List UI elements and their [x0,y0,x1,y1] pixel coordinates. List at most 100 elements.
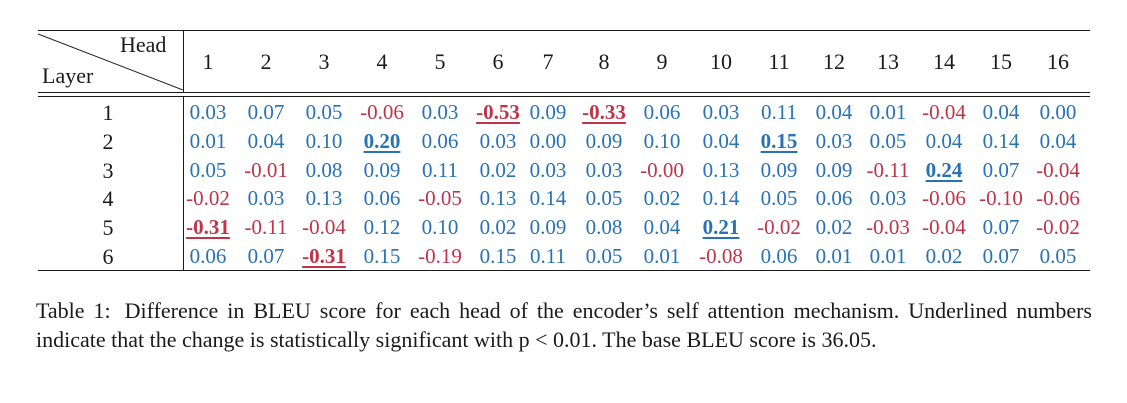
table-cell: 0.03 [815,129,853,153]
head-number-12: 12 [823,49,845,74]
table-cell: 0.00 [1039,100,1077,124]
table-cell: 0.06 [760,244,798,268]
caption-label: Table 1: [36,298,111,323]
head-number-16: 16 [1047,49,1069,74]
table-cell: 0.02 [815,215,853,239]
table-cell: 0.06 [643,100,681,124]
corner-layer-label: Layer [42,63,94,88]
table-cell: 0.01 [815,244,853,268]
table-cell: 0.24 [925,158,963,182]
table-cell: 0.03 [189,100,227,124]
table-cell: 0.10 [421,215,459,239]
table-cell: 0.08 [585,215,623,239]
table-cell: 0.04 [1039,129,1077,153]
table-cell: 0.09 [815,158,853,182]
table-cell: 0.02 [479,215,517,239]
table-cell: 0.06 [815,186,853,210]
table-cell: 0.01 [869,100,907,124]
table-cell: 0.05 [760,186,798,210]
head-number-8: 8 [598,49,610,74]
table-cell: -0.04 [1036,158,1080,182]
table-cell: 0.01 [869,244,907,268]
table-cell: 0.07 [982,244,1020,268]
head-number-15: 15 [990,49,1012,74]
table-cell: 0.06 [189,244,227,268]
bottom-rule [38,270,1090,271]
table-cell: 0.03 [869,186,907,210]
table-cell: 0.09 [760,158,798,182]
head-number-5: 5 [434,49,446,74]
table-cell: -0.31 [186,215,230,239]
table-cell: 0.05 [305,100,343,124]
table-cell: -0.03 [866,215,910,239]
table-cell: 0.02 [479,158,517,182]
layer-number-6: 6 [102,244,114,269]
table-cell: 0.11 [761,100,797,124]
table-cell: -0.04 [922,215,966,239]
table-cell: -0.10 [979,186,1023,210]
table-cell: 0.05 [1039,244,1077,268]
head-number-4: 4 [376,49,388,74]
table-cell: 0.03 [702,100,740,124]
head-number-7: 7 [542,49,554,74]
table-cell: -0.04 [302,215,346,239]
table-cell: 0.07 [247,244,285,268]
head-number-13: 13 [877,49,899,74]
table-cell: 0.04 [815,100,853,124]
table-cell: 0.14 [982,129,1020,153]
table-cell: -0.05 [418,186,462,210]
table-cell: -0.33 [582,100,626,124]
table-cell: 0.07 [982,158,1020,182]
table-cell: 0.04 [702,129,740,153]
table-cell: -0.02 [1036,215,1080,239]
table-cell: 0.15 [479,244,517,268]
layer-number-2: 2 [102,129,114,154]
table-cell: 0.21 [702,215,740,239]
table-cell: 0.12 [363,215,401,239]
table-cell: -0.04 [922,100,966,124]
table-cell: 0.20 [363,129,401,153]
table-corner-header: Head Layer [38,30,183,90]
table-cell: 0.05 [585,244,623,268]
table-cell: -0.06 [360,100,404,124]
table-cell: 0.14 [529,186,567,210]
table-cell: 0.09 [529,100,567,124]
header-separator [183,30,184,92]
table-cell: -0.11 [866,158,910,182]
table-cell: 0.01 [189,129,227,153]
table-cell: -0.06 [1036,186,1080,210]
table-cell: 0.15 [760,129,798,153]
caption-text: Difference in BLEU score for each head o… [36,298,1092,352]
corner-diagonal [38,33,183,90]
table-cell: 0.11 [530,244,566,268]
table-cell: 0.13 [702,158,740,182]
table-cell: 0.00 [529,129,567,153]
header-rule-1 [38,92,1090,93]
table-cell: -0.11 [244,215,288,239]
table-cell: 0.15 [363,244,401,268]
layer-number-4: 4 [102,186,114,211]
table-cell: 0.09 [529,215,567,239]
table-cell: -0.00 [640,158,684,182]
table-cell: 0.07 [247,100,285,124]
table-cell: 0.06 [363,186,401,210]
table-cell: 0.03 [585,158,623,182]
table-cell: 0.02 [643,186,681,210]
top-rule [38,30,1090,31]
head-number-10: 10 [710,49,732,74]
head-number-11: 11 [768,49,790,74]
table-cell: -0.01 [244,158,288,182]
table-cell: 0.04 [247,129,285,153]
table-cell: 0.03 [479,129,517,153]
table-cell: 0.04 [925,129,963,153]
table-cell: 0.04 [982,100,1020,124]
header-rule-2 [38,96,1090,97]
table-cell: 0.03 [421,100,459,124]
table-cell: 0.14 [702,186,740,210]
table-cell: 0.03 [529,158,567,182]
table-cell: -0.02 [186,186,230,210]
table-cell: -0.19 [418,244,462,268]
head-number-2: 2 [260,49,272,74]
table-cell: 0.11 [422,158,458,182]
table-cell: -0.53 [476,100,520,124]
